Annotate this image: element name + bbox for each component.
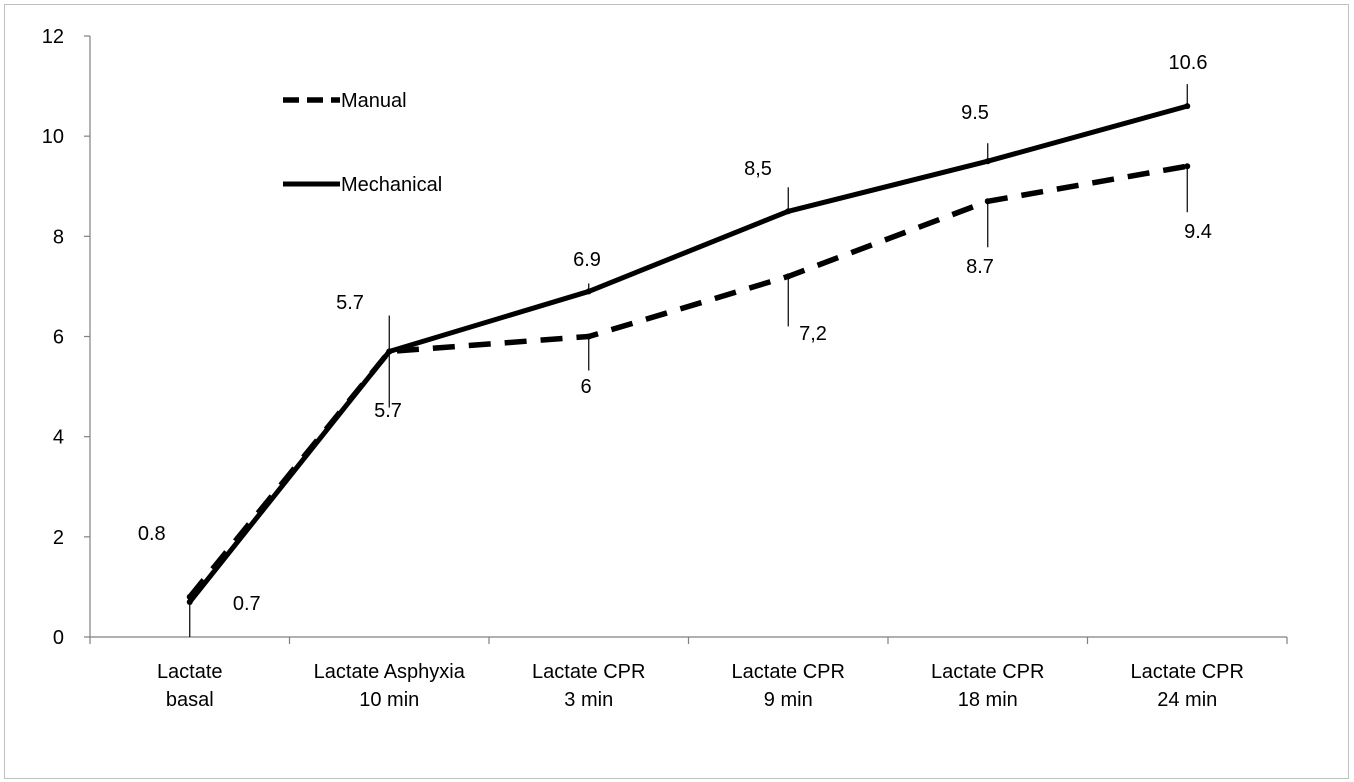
x-category-label: Lactate Asphyxia 10 min xyxy=(314,661,466,711)
x-category-label: Lactate CPR 3 min xyxy=(532,661,645,711)
x-category-label-line: Lactate CPR xyxy=(532,661,645,683)
x-category-label-line: Lactate CPR xyxy=(1131,661,1244,683)
manual-data-label: 0.8 xyxy=(138,523,166,545)
x-category-label-line: Lactate Asphyxia xyxy=(314,661,466,683)
x-category-label-line: Lactate CPR xyxy=(732,661,845,683)
y-tick-label: 12 xyxy=(42,26,64,48)
mechanical-data-label: 6.9 xyxy=(573,249,601,271)
x-category-label-line: 18 min xyxy=(958,689,1018,711)
mechanical-series-line xyxy=(187,103,1188,604)
legend-manual-label: Manual xyxy=(341,90,407,112)
manual-data-label: 5.7 xyxy=(374,400,402,422)
x-category-label-line: Lactate CPR xyxy=(931,661,1044,683)
mechanical-data-label: 10.6 xyxy=(1169,52,1208,74)
legend: Manual Mechanical xyxy=(283,90,442,196)
manual-data-label: 7,2 xyxy=(799,323,827,345)
manual-data-label: 8.7 xyxy=(966,256,994,278)
legend-mechanical-label: Mechanical xyxy=(341,174,442,196)
x-category-label-line: 24 min xyxy=(1157,689,1217,711)
y-tick-label: 2 xyxy=(53,527,64,549)
manual-data-label: 6 xyxy=(580,376,591,398)
series-layer xyxy=(186,103,1191,605)
y-tick-label: 0 xyxy=(53,627,64,649)
x-category-label-line: basal xyxy=(166,689,214,711)
y-tick-label: 8 xyxy=(53,226,64,248)
mechanical-data-label: 5.7 xyxy=(336,292,364,314)
x-category-label-line: 9 min xyxy=(764,689,813,711)
y-tick-label: 10 xyxy=(42,126,64,148)
x-category-label-line: Lactate xyxy=(157,661,223,683)
y-tick-label: 4 xyxy=(53,427,64,449)
mechanical-data-label: 8,5 xyxy=(744,158,772,180)
y-tick-label: 6 xyxy=(53,327,64,349)
axes: 0 2 4 6 8 10 12 Lactate basal Lactate Asphyxia 10 … xyxy=(42,26,1288,711)
x-category-label: Lactate CPR 9 min xyxy=(732,661,845,711)
mechanical-data-label: 9.5 xyxy=(961,102,989,124)
x-category-label: Lactate CPR 18 min xyxy=(931,661,1044,711)
x-category-label-line: 10 min xyxy=(359,689,419,711)
manual-series-line xyxy=(187,163,1188,599)
x-category-label-line: 3 min xyxy=(564,689,613,711)
x-category-label: Lactate basal xyxy=(157,661,223,711)
chart-frame xyxy=(4,4,1349,779)
mechanical-data-label: 0.7 xyxy=(233,593,261,615)
manual-data-label: 9.4 xyxy=(1184,221,1212,243)
x-category-label: Lactate CPR 24 min xyxy=(1131,661,1244,711)
data-labels: 0.8 0.7 5.7 5.7 6.9 6 8,5 7,2 9.5 8.7 10.6 9.4 xyxy=(138,52,1212,637)
